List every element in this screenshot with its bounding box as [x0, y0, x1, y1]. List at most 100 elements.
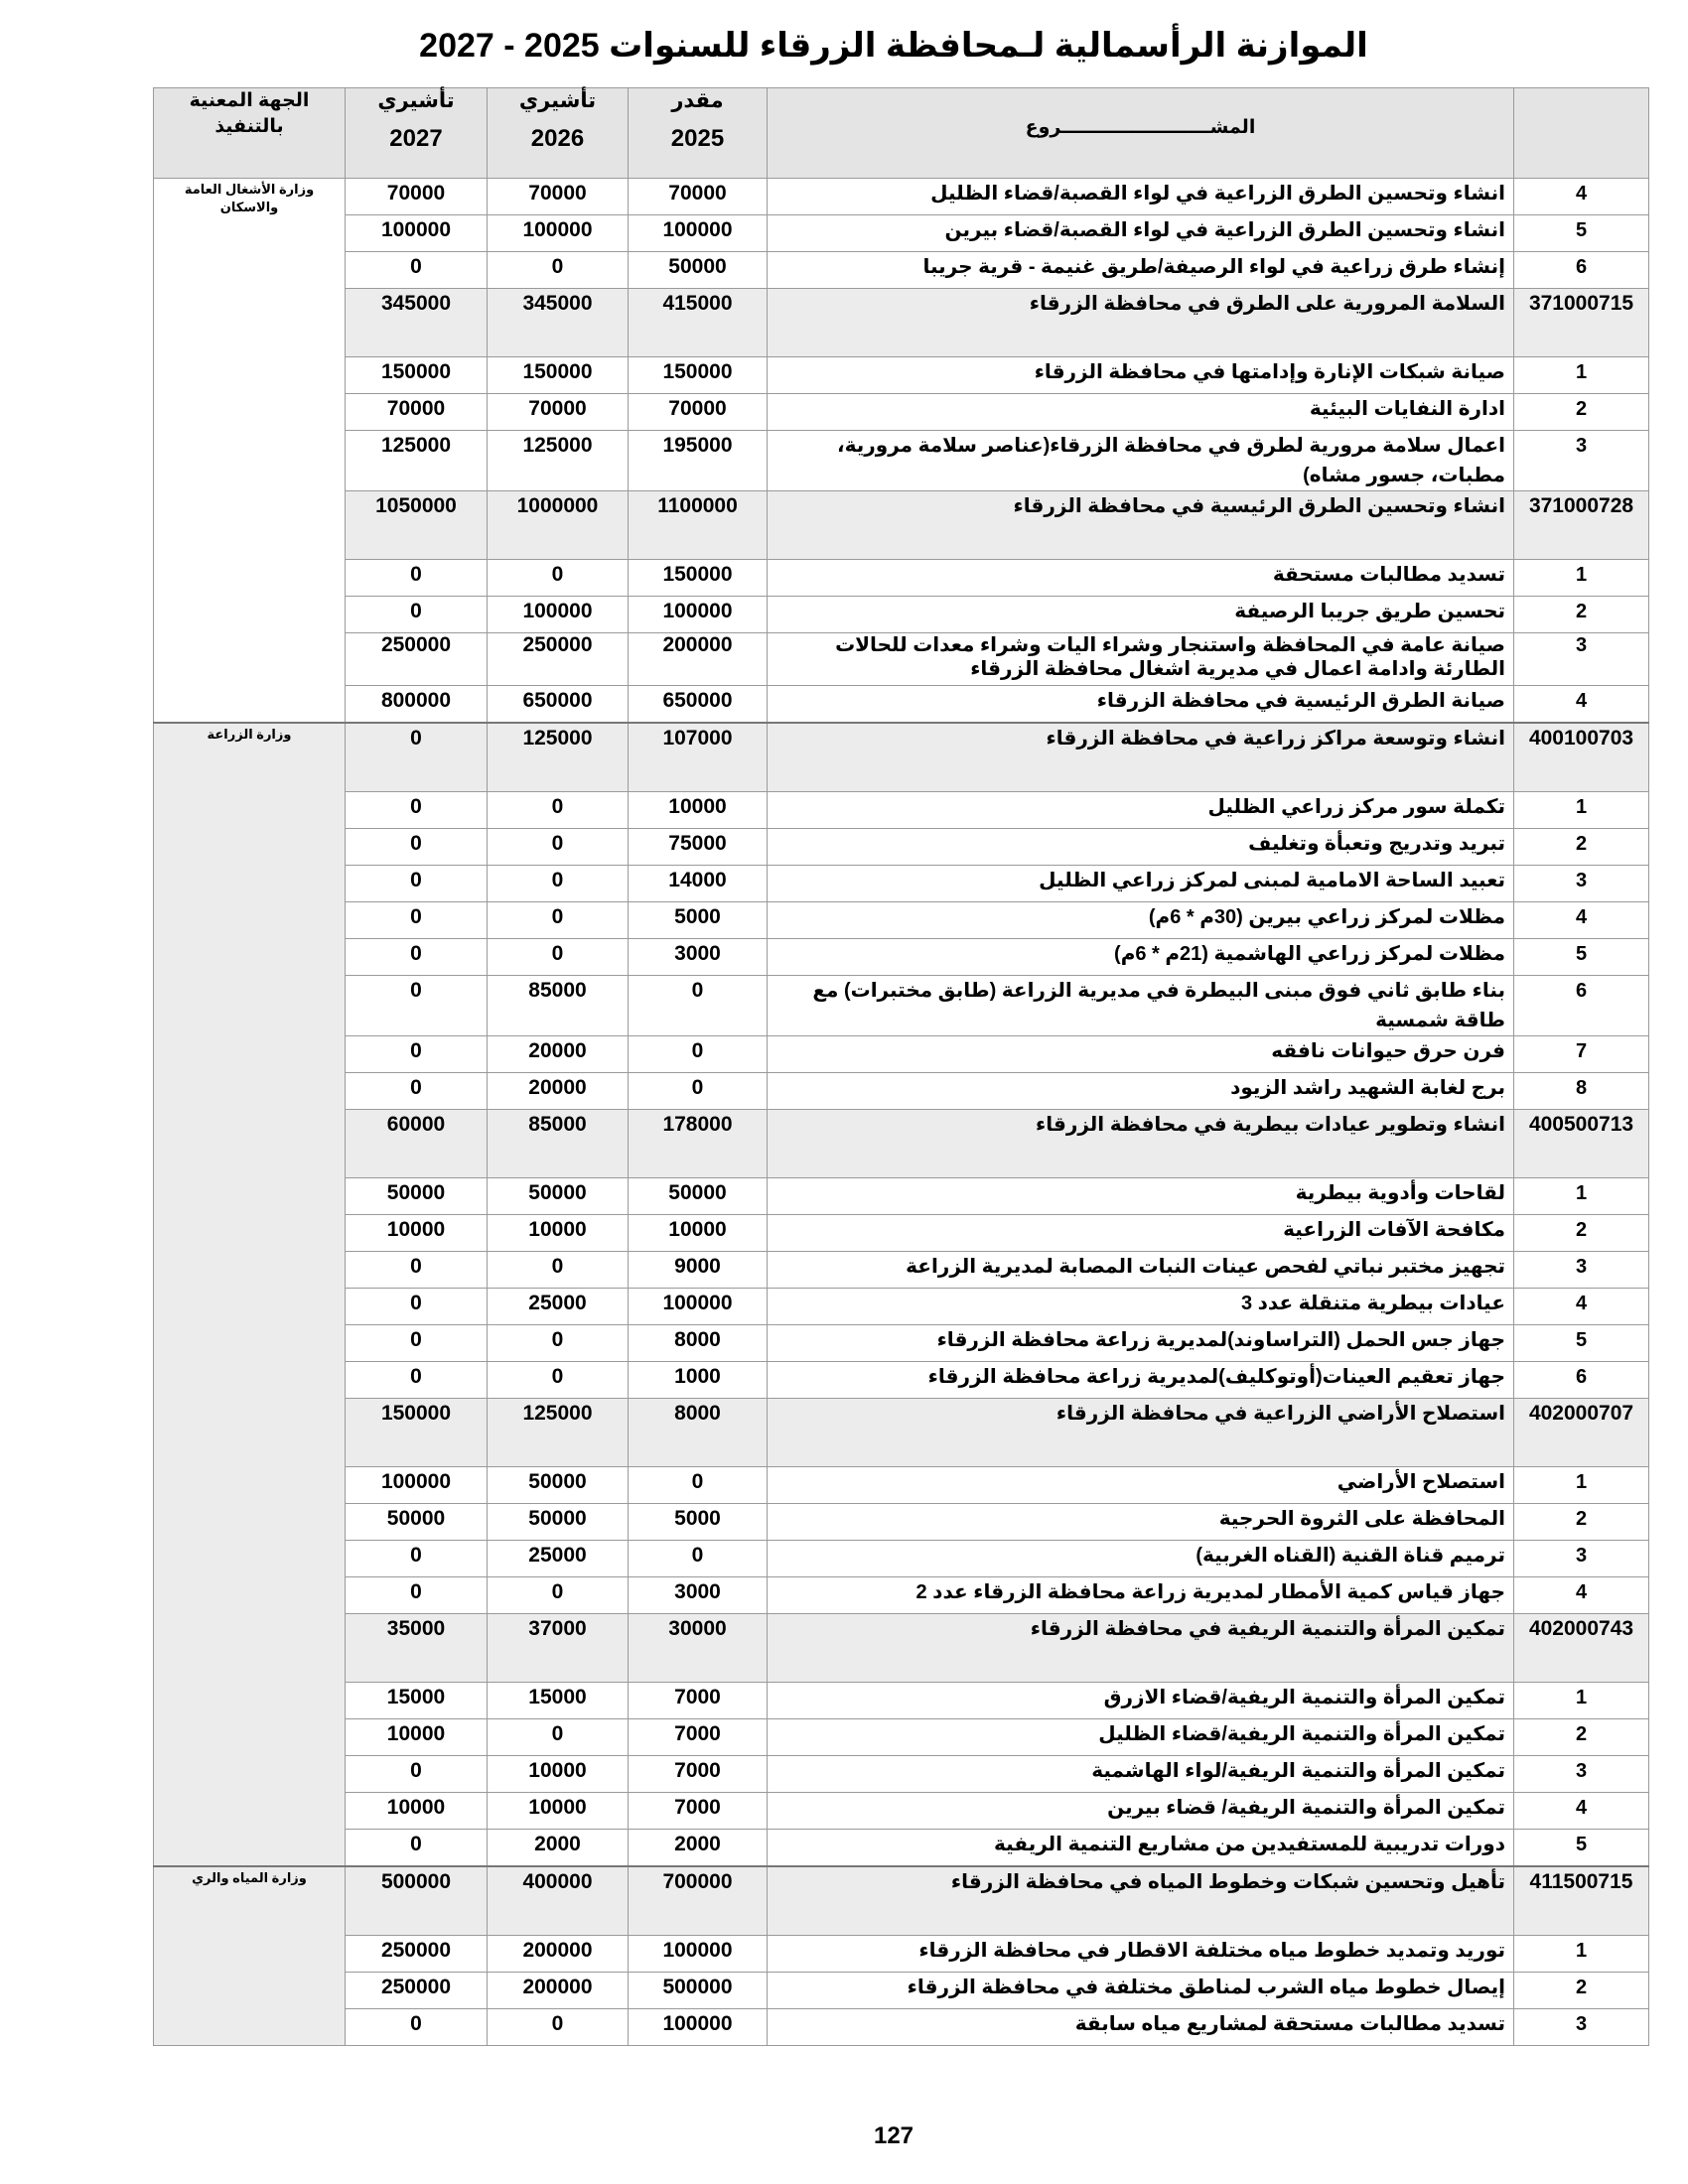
- value-2025: 700000: [628, 1865, 768, 1936]
- table-row: 4 مظلات لمركز زراعي بيرين (30م * 6م) 5000 0…: [154, 901, 1649, 939]
- value-2027: 70000: [345, 393, 488, 431]
- table-row: 2 إيصال خطوط مياه الشرب لمناطق مختلفة في …: [154, 1972, 1649, 2009]
- project-name: استصلاح الأراضي الزراعية في محافظة الزرق…: [767, 1398, 1514, 1467]
- value-2026: 0: [487, 828, 629, 866]
- project-name: تمكين المرأة والتنمية الريفية/ قضاء بيري…: [767, 1792, 1514, 1830]
- page-title: الموازنة الرأسمالية لـمحافظة الزرقاء للس…: [419, 27, 1368, 65]
- table-row: 3 تجهيز مختبر نباتي لفحص عينات النبات الم…: [154, 1251, 1649, 1289]
- table-row: 1 صيانة شبكات الإنارة وإدامتها في محافظة …: [154, 356, 1649, 394]
- row-number: 400500713: [1513, 1109, 1649, 1178]
- value-2027: 1050000: [345, 490, 488, 560]
- value-2026: 650000: [487, 685, 629, 724]
- value-2027: 0: [345, 975, 488, 1036]
- value-2027: 100000: [345, 214, 488, 252]
- project-name: تجهيز مختبر نباتي لفحص عينات النبات المص…: [767, 1251, 1514, 1289]
- value-2027: 0: [345, 722, 488, 792]
- value-2025: 3000: [628, 1576, 768, 1614]
- value-2025: 195000: [628, 430, 768, 491]
- value-2025: 415000: [628, 288, 768, 357]
- row-number: 1: [1513, 356, 1649, 394]
- table-row: 1 توريد وتمديد خطوط مياه مختلفة الاقطار ف…: [154, 1935, 1649, 1973]
- value-2027: 0: [345, 1361, 488, 1399]
- value-2027: 0: [345, 1072, 488, 1110]
- table-row: 6 إنشاء طرق زراعية في لواء الرصيفة/طريق غ…: [154, 251, 1649, 289]
- value-2026: 50000: [487, 1503, 629, 1541]
- row-number: 3: [1513, 2008, 1649, 2046]
- header-2027: تأشيري 2027: [345, 87, 488, 179]
- value-2027: 0: [345, 1576, 488, 1614]
- table-row: 3 تعبيد الساحة الامامية لمبنى لمركز زراعي…: [154, 865, 1649, 902]
- project-name: مكافحة الآفات الزراعية: [767, 1214, 1514, 1252]
- value-2025: 1100000: [628, 490, 768, 560]
- value-2025: 30000: [628, 1613, 768, 1683]
- value-2026: 0: [487, 1324, 629, 1362]
- value-2026: 0: [487, 1361, 629, 1399]
- row-number: 2: [1513, 1503, 1649, 1541]
- project-name: جهاز قياس كمية الأمطار لمديرية زراعة محا…: [767, 1576, 1514, 1614]
- value-2027: 10000: [345, 1718, 488, 1756]
- page-number: 127: [873, 2122, 914, 2149]
- row-number: 1: [1513, 1466, 1649, 1504]
- value-2027: 0: [345, 901, 488, 939]
- table-row: 1 لقاحات وأدوية بيطرية 50000 50000 50000: [154, 1177, 1649, 1215]
- value-2025: 0: [628, 1072, 768, 1110]
- value-2026: 25000: [487, 1540, 629, 1577]
- table-row: 3 تمكين المرأة والتنمية الريفية/لواء الها…: [154, 1755, 1649, 1793]
- value-2026: 125000: [487, 722, 629, 792]
- project-name: ادارة النفايات البيئية: [767, 393, 1514, 431]
- value-2027: 0: [345, 1829, 488, 1867]
- row-number: 1: [1513, 1682, 1649, 1719]
- header-2026: تأشيري 2026: [487, 87, 629, 179]
- project-name: استصلاح الأراضي: [767, 1466, 1514, 1504]
- table-row: 3 تسديد مطالبات مستحقة لمشاريع مياه سابقة…: [154, 2008, 1649, 2046]
- value-2025: 70000: [628, 178, 768, 215]
- table-row: 7 فرن حرق حيوانات نافقه 0 20000 0: [154, 1035, 1649, 1073]
- value-2026: 25000: [487, 1288, 629, 1325]
- table-row: 4 انشاء وتحسين الطرق الزراعية في لواء الق…: [153, 178, 1649, 724]
- value-2027: 0: [345, 938, 488, 976]
- row-number: 4: [1513, 178, 1649, 215]
- project-name: عيادات بيطرية متنقلة عدد 3: [767, 1288, 1514, 1325]
- value-2026: 85000: [487, 975, 629, 1036]
- project-name: انشاء وتحسين الطرق الرئيسية في محافظة ال…: [767, 490, 1514, 560]
- table-row: 2 المحافظة على الثروة الحرجية 5000 50000 500…: [154, 1503, 1649, 1541]
- row-number: 4: [1513, 1576, 1649, 1614]
- row-number: 4: [1513, 1288, 1649, 1325]
- value-2027: 345000: [345, 288, 488, 357]
- row-number: 5: [1513, 938, 1649, 976]
- value-2025: 7000: [628, 1792, 768, 1830]
- table-row: 5 جهاز جس الحمل (التراساوند)لمديرية زراعة…: [154, 1324, 1649, 1362]
- project-name: انشاء وتحسين الطرق الزراعية في لواء القص…: [767, 214, 1514, 252]
- row-number: 2: [1513, 596, 1649, 633]
- project-name: جهاز تعقيم العينات(أوتوكليف)لمديرية زراع…: [767, 1361, 1514, 1399]
- header-agency-label: الجهة المعنية بالتنفيذ: [189, 90, 310, 137]
- row-number: 6: [1513, 975, 1649, 1036]
- header-2025-label: مقدر: [671, 89, 724, 112]
- value-2025: 107000: [628, 722, 768, 792]
- value-2027: 250000: [345, 632, 488, 686]
- project-name: صيانة عامة في المحافظة واستنجار وشراء ال…: [767, 632, 1514, 686]
- row-number: 4: [1513, 901, 1649, 939]
- value-2026: 10000: [487, 1792, 629, 1830]
- value-2025: 100000: [628, 1935, 768, 1973]
- value-2027: 0: [345, 1540, 488, 1577]
- header-2025: مقدر 2025: [628, 87, 768, 179]
- project-name: جهاز جس الحمل (التراساوند)لمديرية زراعة …: [767, 1324, 1514, 1362]
- value-2027: 35000: [345, 1613, 488, 1683]
- table-header-row: المشـــــــــــــــــــــــروع مقدر 2025 …: [153, 87, 1649, 179]
- value-2027: 15000: [345, 1682, 488, 1719]
- value-2025: 5000: [628, 901, 768, 939]
- value-2025: 5000: [628, 1503, 768, 1541]
- value-2027: 70000: [345, 178, 488, 215]
- project-name: تمكين المرأة والتنمية الريفية/قضاء الازر…: [767, 1682, 1514, 1719]
- table-row: 5 مظلات لمركز زراعي الهاشمية (21م * 6م) 30…: [154, 938, 1649, 976]
- agency-cell: وزارة المياه والري: [153, 1865, 346, 2046]
- table-body: 4 انشاء وتحسين الطرق الزراعية في لواء الق…: [153, 178, 1649, 2046]
- value-2025: 75000: [628, 828, 768, 866]
- agency-cell: وزارة الزراعة: [153, 722, 346, 1867]
- row-number: 3: [1513, 1251, 1649, 1289]
- value-2026: 345000: [487, 288, 629, 357]
- value-2025: 200000: [628, 632, 768, 686]
- value-2026: 150000: [487, 356, 629, 394]
- project-name: المحافظة على الثروة الحرجية: [767, 1503, 1514, 1541]
